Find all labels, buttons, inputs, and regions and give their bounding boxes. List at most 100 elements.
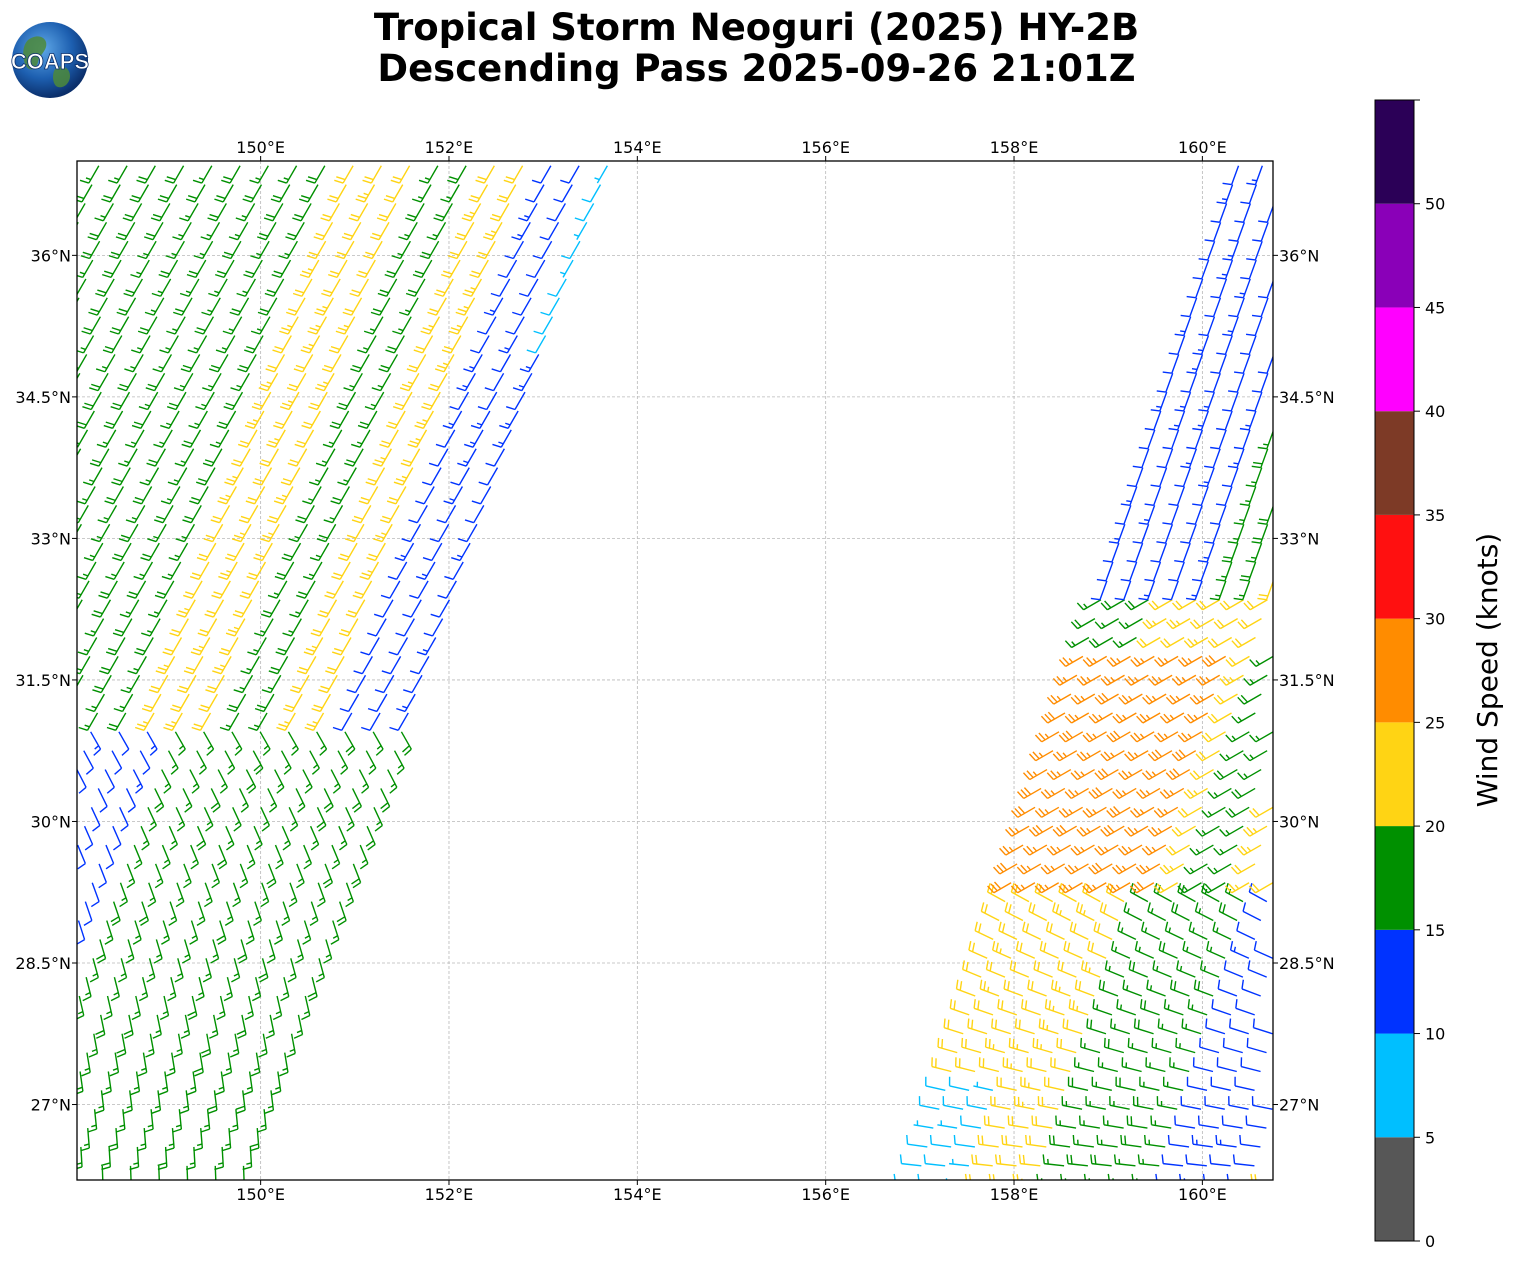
wind-barb	[77, 995, 85, 1020]
wind-barb	[299, 259, 320, 279]
wind-barb	[188, 410, 208, 430]
wind-barb	[441, 259, 461, 279]
wind-barb	[106, 712, 127, 731]
wind-barb	[176, 674, 197, 694]
wind-barb	[123, 1014, 134, 1039]
wind-barb	[370, 297, 391, 316]
wind-barb	[215, 259, 235, 279]
wind-barb	[166, 316, 186, 335]
wind-barb	[225, 618, 246, 637]
wind-barb	[88, 297, 108, 316]
wind-barb	[89, 448, 110, 467]
wind-barb	[117, 372, 137, 392]
wind-barb	[253, 825, 263, 851]
wind-barb	[224, 750, 236, 775]
wind-barb	[144, 297, 165, 316]
wind-barb	[476, 316, 497, 335]
wind-barb	[330, 486, 351, 505]
wind-barb	[216, 920, 227, 945]
colorbar-bin	[1375, 514, 1414, 619]
wind-barb	[336, 391, 357, 411]
wind-barb	[328, 259, 348, 279]
colorbar-bins	[1375, 100, 1414, 1241]
wind-barb	[266, 863, 277, 889]
wind-barb	[209, 429, 230, 448]
wind-barb	[91, 599, 112, 618]
wind-barb	[478, 467, 499, 486]
wind-barb	[208, 278, 228, 297]
wind-barb	[267, 505, 287, 524]
wind-barb	[378, 354, 399, 373]
wind-barb	[337, 467, 357, 486]
wind-barb	[484, 372, 505, 392]
wind-barb	[77, 844, 87, 870]
wind-barb	[217, 486, 237, 505]
wind-barb	[210, 788, 221, 813]
wind-barb	[323, 505, 344, 524]
wind-barb	[302, 486, 322, 505]
wind-barb	[131, 410, 152, 430]
wind-barb	[119, 599, 140, 618]
wind-barb	[250, 316, 271, 335]
wind-barb	[155, 655, 176, 675]
wind-barb	[180, 354, 201, 373]
wind-barb	[118, 523, 139, 543]
wind-barb	[96, 429, 117, 448]
wind-barb	[363, 316, 384, 335]
wind-barb	[457, 523, 478, 543]
wind-barb	[449, 391, 470, 411]
wind-barb	[153, 429, 173, 448]
wind-barb	[105, 637, 126, 656]
wind-barb	[331, 637, 352, 656]
wind-barb	[203, 882, 213, 908]
wind-barb	[394, 542, 415, 562]
colorbar-tick-label: 40	[1425, 402, 1445, 421]
wind-barb	[77, 354, 88, 373]
wind-barb	[112, 618, 133, 637]
wind-barb	[236, 1014, 247, 1039]
wind-barb	[292, 278, 313, 297]
colorbar-bin	[1375, 722, 1414, 827]
wind-barb	[223, 976, 233, 1002]
wind-barb	[244, 335, 264, 354]
wind-barb	[170, 693, 190, 713]
wind-barb	[200, 1033, 212, 1058]
wind-barb	[232, 599, 253, 618]
wind-barb	[547, 278, 567, 297]
wind-barb	[103, 410, 124, 430]
wind-barb	[111, 467, 131, 486]
wind-barb	[323, 788, 334, 813]
wind-barb	[422, 467, 442, 486]
wind-barb	[236, 278, 257, 297]
wind-barb	[258, 372, 279, 392]
wind-barb	[160, 410, 180, 430]
wind-barb	[175, 523, 196, 543]
wind-barb	[81, 316, 102, 335]
wind-barb	[361, 712, 381, 731]
wind-barb	[95, 354, 116, 373]
wind-barb	[95, 278, 115, 297]
wind-barb	[179, 1090, 190, 1114]
wind-barb	[161, 920, 170, 945]
wind-barb	[345, 807, 355, 832]
wind-barb	[151, 278, 172, 297]
wind-barb	[441, 335, 462, 354]
wind-barb	[218, 637, 239, 656]
wind-barb	[180, 1014, 191, 1039]
wind-barb	[231, 523, 252, 543]
wind-barb	[132, 769, 144, 794]
wind-barb	[187, 995, 198, 1021]
wind-barb	[167, 750, 179, 775]
wind-barb	[239, 863, 249, 889]
wind-barb	[258, 958, 269, 983]
wind-barb	[239, 580, 260, 599]
wind-barb	[416, 637, 437, 656]
wind-barb	[230, 372, 250, 392]
wind-barb	[274, 920, 284, 945]
wind-barb	[464, 505, 485, 524]
wind-barb	[337, 750, 349, 775]
wind-barb	[158, 1071, 169, 1096]
wind-barb	[77, 769, 87, 794]
wind-barb	[137, 1052, 148, 1077]
wind-barb	[82, 976, 92, 1002]
